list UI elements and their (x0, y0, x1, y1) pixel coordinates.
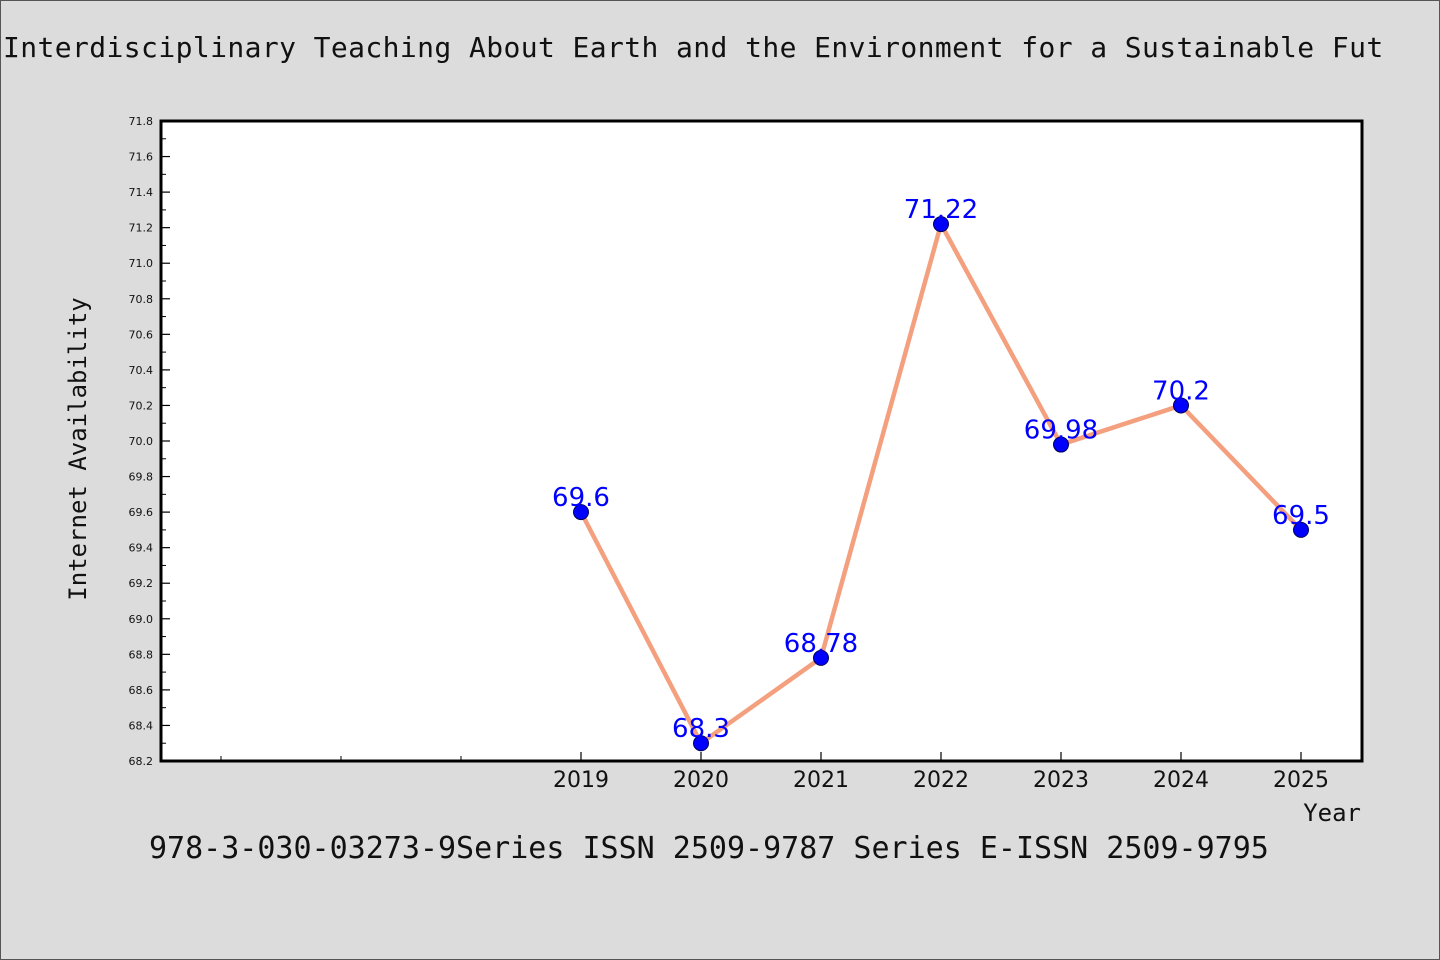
data-label: 69.6 (552, 483, 610, 513)
y-tick-label: 69.8 (129, 471, 154, 484)
y-tick-label: 71.2 (129, 222, 154, 235)
y-tick-label: 68.8 (129, 648, 154, 661)
y-tick-label: 70.0 (129, 435, 154, 448)
y-axis: 68.2 68.4 68.6 68.8 69.0 69.2 69.4 69.6 69.8 70.0… (129, 115, 170, 768)
y-tick-label: 70.6 (129, 328, 154, 341)
y-tick-label: 68.4 (129, 719, 154, 732)
chart-title: Interdisciplinary Teaching About Earth a… (3, 31, 1384, 64)
data-label: 69.5 (1272, 501, 1330, 531)
y-tick-label: 70.2 (129, 399, 154, 412)
y-tick-label: 71.0 (129, 257, 154, 270)
y-tick-label: 70.4 (129, 364, 154, 377)
x-tick-label: 2020 (673, 768, 729, 793)
data-label: 68.3 (672, 714, 730, 744)
y-tick-label: 69.4 (129, 542, 154, 555)
data-label: 68.78 (784, 629, 858, 659)
y-tick-label: 69.6 (129, 506, 154, 519)
y-tick-label: 68.6 (129, 684, 154, 697)
y-tick-label: 71.8 (129, 115, 154, 128)
y-tick-label: 68.2 (129, 755, 154, 768)
data-label: 70.2 (1152, 376, 1210, 406)
y-axis-label: Internet Availability (64, 297, 92, 600)
data-label: 69.98 (1024, 416, 1098, 446)
x-axis-label: Year (1303, 799, 1361, 827)
x-tick-label: 2019 (553, 768, 609, 793)
data-point (693, 735, 709, 752)
y-tick-label: 71.6 (129, 151, 154, 164)
data-point (813, 649, 829, 666)
data-point (933, 216, 949, 233)
y-tick-label: 70.8 (129, 293, 154, 306)
data-point (573, 504, 589, 521)
footer-text: 978-3-030-03273-9Series ISSN 2509-9787 S… (149, 831, 1269, 866)
series-internet-availability: 69.6 68.3 68.78 71.22 69.98 70.2 69.5 (552, 195, 1330, 752)
x-axis: 2019 2020 2021 2022 2023 2024 2025 (220, 752, 1329, 793)
y-tick-label: 69.2 (129, 577, 154, 590)
data-point (1053, 436, 1069, 453)
y-tick-label: 69.0 (129, 613, 154, 626)
x-tick-label: 2023 (1033, 768, 1089, 793)
x-tick-label: 2024 (1153, 768, 1209, 793)
data-point (1173, 397, 1189, 414)
x-tick-label: 2022 (913, 768, 969, 793)
x-tick-label: 2025 (1273, 768, 1329, 793)
x-tick-label: 2021 (793, 768, 849, 793)
plot-area (159, 119, 1364, 763)
y-tick-label: 71.4 (129, 186, 154, 199)
data-label: 71.22 (904, 195, 978, 225)
data-point (1293, 521, 1309, 538)
